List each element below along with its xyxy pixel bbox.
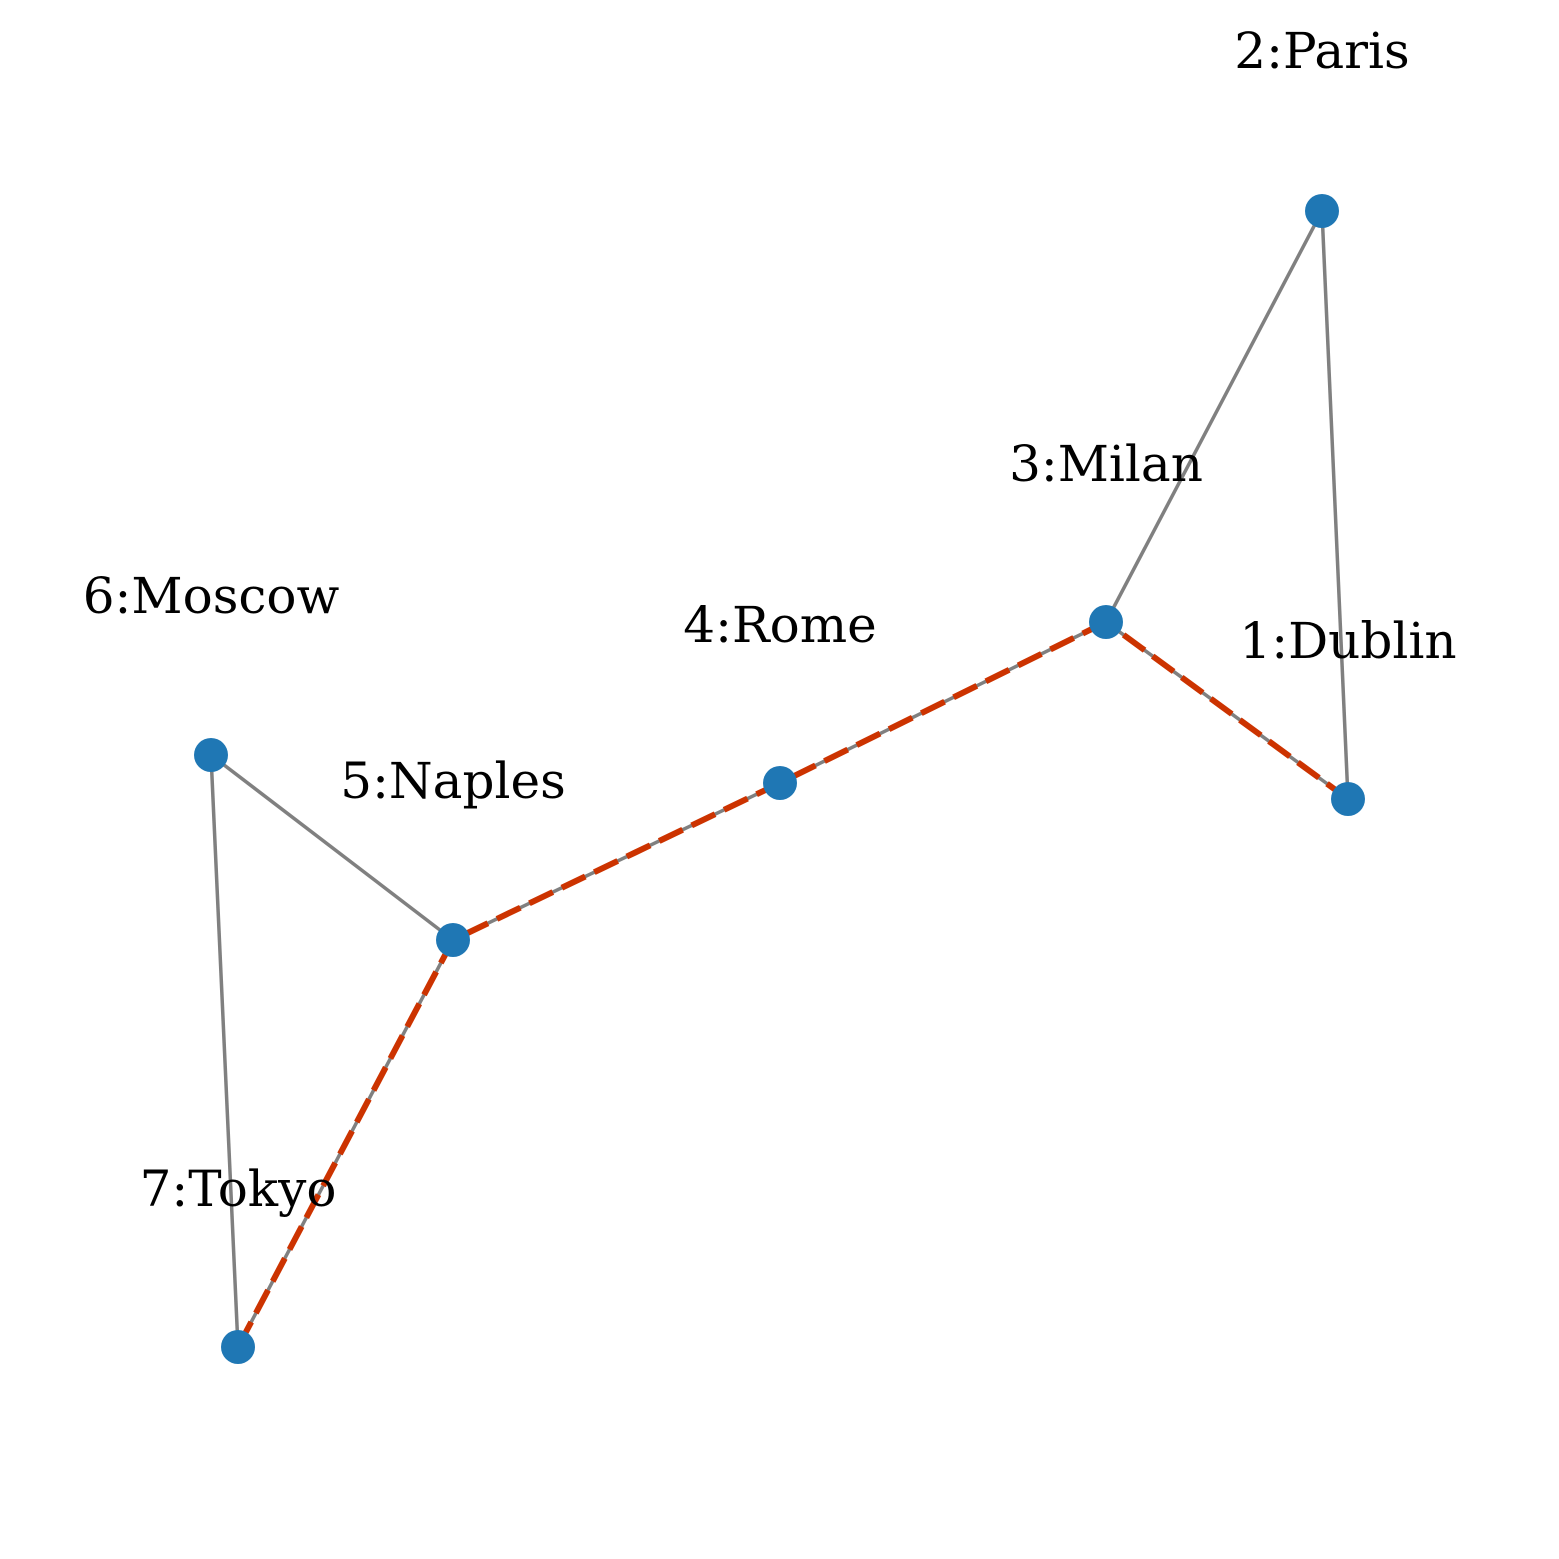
labels-layer: 1:Dublin 2:Paris 3:Milan 4:Rome 5:Naples 6:Mo… (83, 22, 1457, 1218)
edge-6-7 (209, 754, 240, 1348)
edge-5-6 (209, 753, 455, 942)
node-label-1: 1:Dublin (1239, 612, 1456, 670)
node-3 (1089, 605, 1123, 639)
path-edge-3-4 (778, 619, 1108, 786)
node-label-5: 5:Naples (340, 752, 565, 810)
node-6 (194, 738, 228, 772)
node-1 (1331, 782, 1365, 816)
node-5 (436, 923, 470, 957)
node-label-4: 4:Rome (683, 596, 876, 654)
path-edge-1-3 (1104, 619, 1350, 802)
edge-2-3 (1104, 210, 1324, 623)
node-2 (1305, 194, 1339, 228)
node-label-3: 3:Milan (1009, 435, 1203, 493)
node-7 (221, 1330, 255, 1364)
highlighted-path-layer (235, 619, 1350, 1349)
node-label-7: 7:Tokyo (140, 1160, 337, 1218)
node-4 (763, 766, 797, 800)
edge-2-1 (1320, 210, 1350, 800)
node-label-6: 6:Moscow (83, 567, 340, 625)
node-label-2: 2:Paris (1234, 22, 1409, 80)
path-edge-5-7 (235, 938, 456, 1349)
path-edge-4-5 (451, 780, 782, 943)
nodes-layer (194, 194, 1365, 1364)
